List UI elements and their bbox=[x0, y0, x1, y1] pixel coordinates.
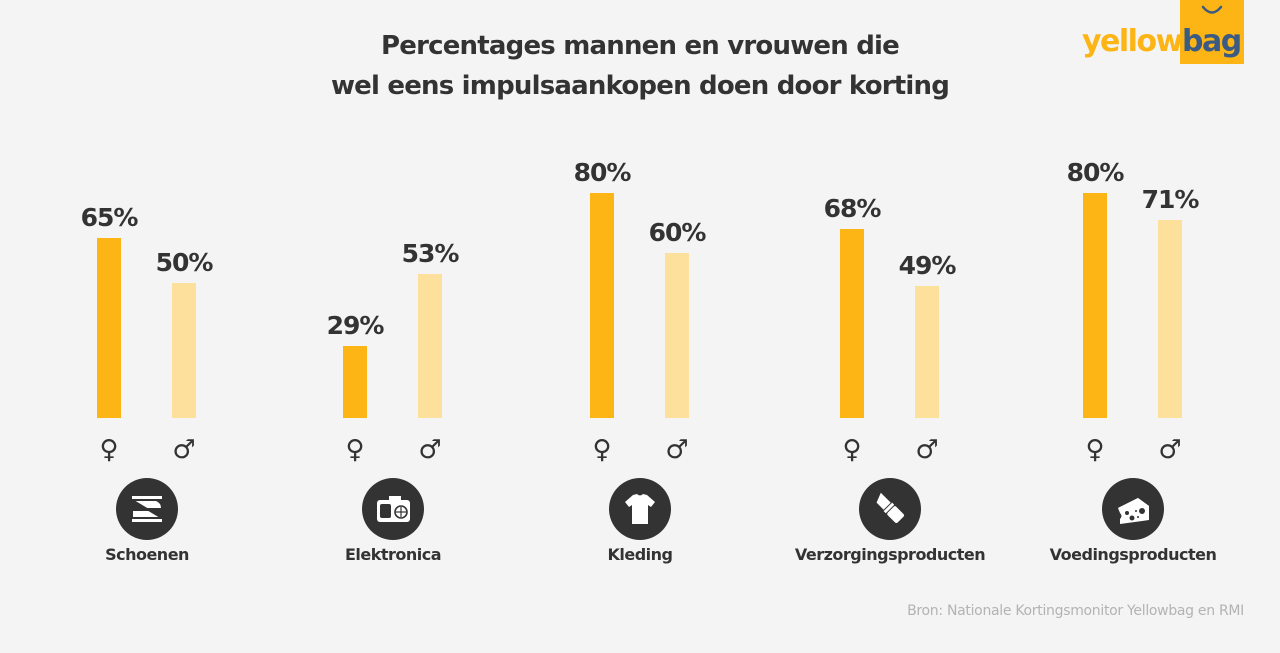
category-label-kleding: Kleding bbox=[520, 545, 760, 564]
category-label-verzorgingsproducten: Verzorgingsproducten bbox=[770, 545, 1010, 564]
bar-mannen-elektronica bbox=[418, 274, 442, 418]
data-label-vrouwen-voedingsproducten: 80% bbox=[1067, 158, 1125, 187]
male-symbol-icon: ♂ bbox=[1150, 435, 1190, 465]
male-symbol-icon: ♂ bbox=[164, 435, 204, 465]
bar-vrouwen-verzorgingsproducten bbox=[840, 229, 864, 418]
female-symbol-icon: ♀ bbox=[89, 435, 129, 465]
lipstick-icon bbox=[859, 478, 921, 540]
data-label-vrouwen-kleding: 80% bbox=[574, 158, 632, 187]
bar-mannen-kleding bbox=[665, 253, 689, 418]
female-symbol-icon: ♀ bbox=[832, 435, 872, 465]
data-label-mannen-schoenen: 50% bbox=[156, 248, 214, 277]
data-label-mannen-kleding: 60% bbox=[649, 218, 707, 247]
male-symbol-icon: ♂ bbox=[410, 435, 450, 465]
category-label-schoenen: Schoenen bbox=[27, 545, 267, 564]
data-label-vrouwen-elektronica: 29% bbox=[327, 311, 385, 340]
bar-mannen-voedingsproducten bbox=[1158, 220, 1182, 418]
bar-vrouwen-kleding bbox=[590, 193, 614, 418]
data-label-vrouwen-schoenen: 65% bbox=[81, 203, 139, 232]
bar-mannen-schoenen bbox=[172, 283, 196, 418]
male-symbol-icon: ♂ bbox=[657, 435, 697, 465]
female-symbol-icon: ♀ bbox=[335, 435, 375, 465]
female-symbol-icon: ♀ bbox=[1075, 435, 1115, 465]
female-symbol-icon: ♀ bbox=[582, 435, 622, 465]
cheese-icon bbox=[1102, 478, 1164, 540]
data-label-mannen-voedingsproducten: 71% bbox=[1142, 185, 1200, 214]
shoes-icon bbox=[116, 478, 178, 540]
category-label-voedingsproducten: Voedingsproducten bbox=[1013, 545, 1253, 564]
source-note: Bron: Nationale Kortingsmonitor Yellowba… bbox=[907, 603, 1244, 619]
camera-icon bbox=[362, 478, 424, 540]
bar-vrouwen-voedingsproducten bbox=[1083, 193, 1107, 418]
bar-mannen-verzorgingsproducten bbox=[915, 286, 939, 418]
bar-vrouwen-schoenen bbox=[97, 238, 121, 418]
bar-chart: 65% 29% 80% 68% 80% 50% 53% 60% 49% 71% bbox=[0, 0, 1280, 440]
data-label-vrouwen-verzorgingsproducten: 68% bbox=[824, 194, 882, 223]
data-label-mannen-elektronica: 53% bbox=[402, 239, 460, 268]
category-label-elektronica: Elektronica bbox=[273, 545, 513, 564]
data-label-mannen-verzorgingsproducten: 49% bbox=[899, 251, 957, 280]
male-symbol-icon: ♂ bbox=[907, 435, 947, 465]
bar-vrouwen-elektronica bbox=[343, 346, 367, 418]
tshirt-icon bbox=[609, 478, 671, 540]
